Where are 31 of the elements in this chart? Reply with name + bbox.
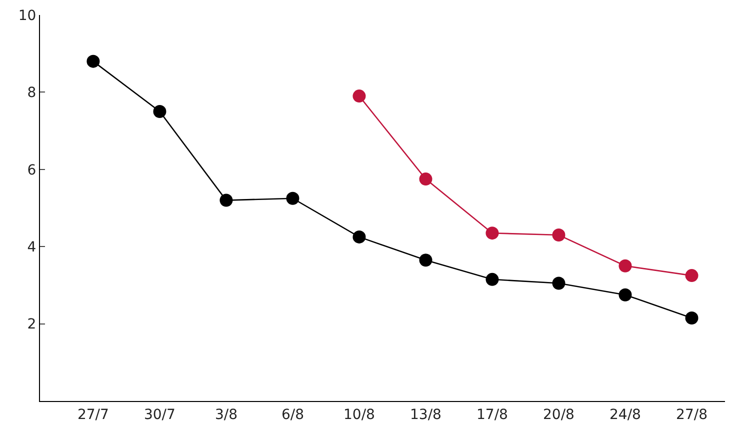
y-tick-label: 10 bbox=[18, 8, 36, 24]
point bbox=[552, 228, 566, 242]
x-tick-label: 3/8 bbox=[214, 406, 238, 423]
point bbox=[286, 192, 300, 205]
x-tick-label: 27/7 bbox=[77, 406, 109, 423]
y-tick-label: 8 bbox=[27, 85, 36, 102]
y-tick-label: 4 bbox=[27, 240, 36, 256]
point bbox=[419, 254, 432, 267]
x-tick-label: 6/8 bbox=[281, 406, 304, 423]
point bbox=[86, 54, 100, 68]
point bbox=[486, 226, 499, 240]
x-tick-label: 20/8 bbox=[543, 406, 574, 423]
x-tick-label: 30/7 bbox=[144, 406, 176, 423]
x-tick-label: 24/8 bbox=[610, 406, 641, 423]
point bbox=[618, 288, 632, 302]
point bbox=[618, 259, 632, 272]
x-tick-label: 13/8 bbox=[410, 406, 442, 423]
x-tick-label: 17/8 bbox=[476, 406, 508, 423]
y-tick-label: 6 bbox=[27, 162, 36, 178]
x-tick-label: 10/8 bbox=[343, 406, 375, 423]
point bbox=[486, 272, 499, 286]
point bbox=[220, 194, 233, 207]
x-tick-label: 27/8 bbox=[676, 406, 708, 423]
y-tick-label: 2 bbox=[27, 316, 36, 333]
point bbox=[352, 90, 366, 103]
point bbox=[419, 172, 432, 186]
point bbox=[352, 230, 366, 244]
point bbox=[153, 105, 166, 118]
point bbox=[685, 269, 698, 282]
point bbox=[685, 312, 698, 325]
point bbox=[552, 276, 566, 290]
